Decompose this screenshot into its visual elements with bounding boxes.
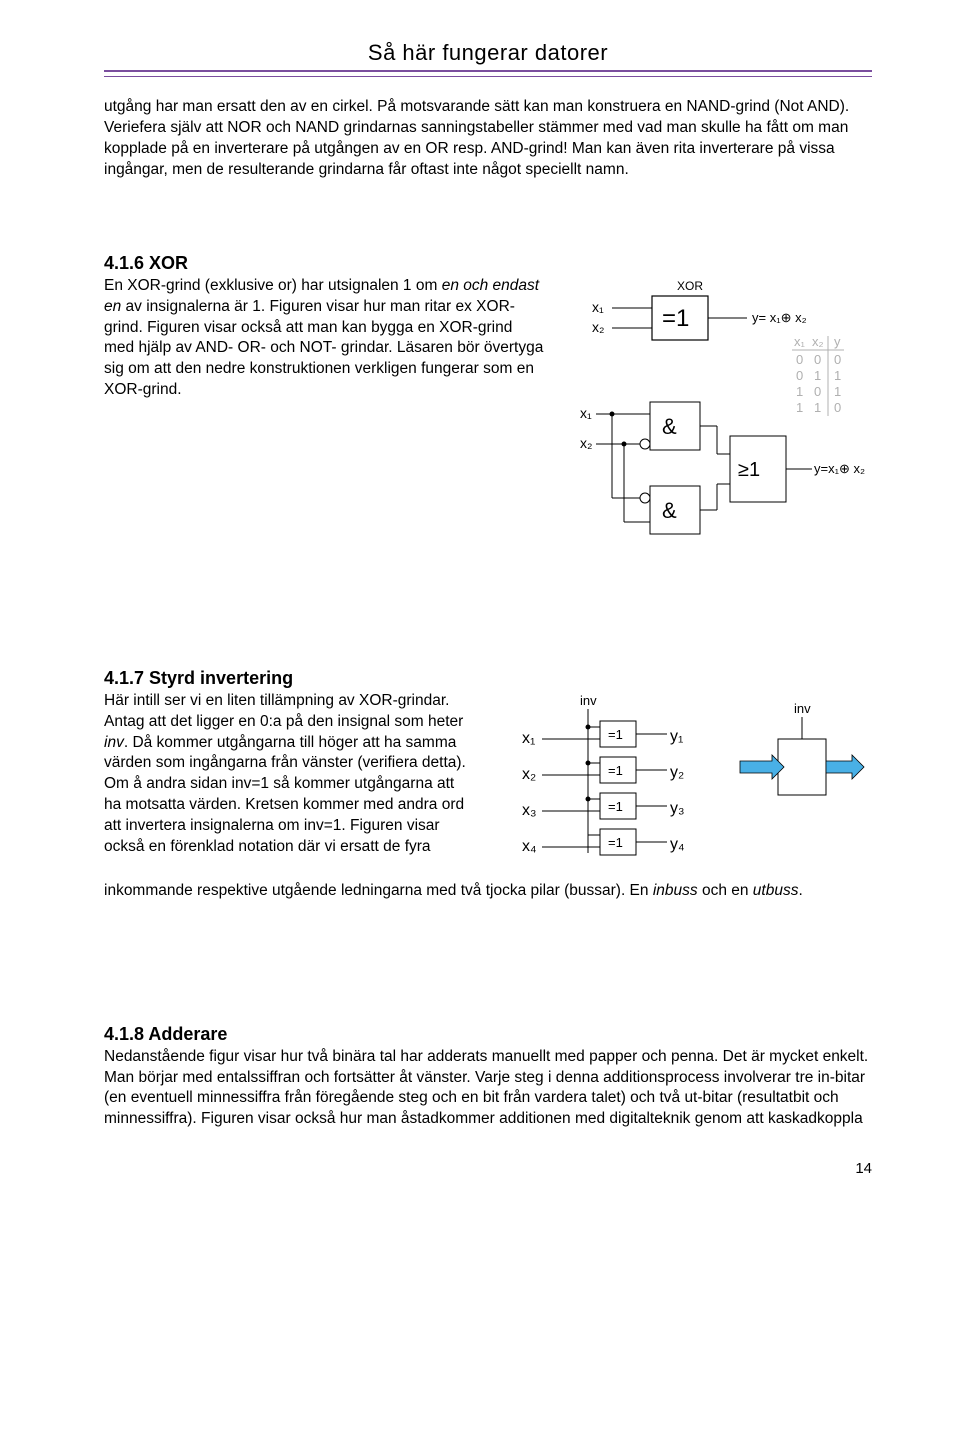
xor-body-part0: En XOR-grind (exklusive or) har utsignal…: [104, 277, 442, 294]
styrd-mid-partial: . Då kommer utgångarna till höger att ha…: [104, 734, 466, 856]
tt-h2: y: [834, 334, 841, 349]
styrd-utbuss: utbuss: [753, 882, 799, 899]
and2-label: &: [662, 498, 677, 523]
inbus-arrow-icon: [740, 755, 784, 779]
styrd-x3: x₃: [522, 802, 537, 819]
gate-row-1: =1 x₁ y₁: [522, 721, 683, 747]
styrd-y4: y₄: [670, 836, 685, 853]
styrd-y3: y₃: [670, 800, 685, 817]
truth-table: x₁ x₂ y 0 0 0 0 1 1 1 0 1 1 1 0: [792, 334, 844, 416]
styrd-rest: inkommande respektive utgående ledningar…: [104, 882, 653, 899]
tt-h0: x₁: [794, 334, 806, 349]
section-xor-heading: 4.1.6 XOR: [104, 253, 872, 274]
gate4-label: =1: [608, 835, 623, 850]
page-number: 14: [104, 1160, 872, 1177]
gate-eq1-label: =1: [662, 305, 689, 332]
styrd-y2: y₂: [670, 764, 684, 781]
styrd-x1: x₁: [522, 730, 535, 747]
tt-r00: 0: [796, 352, 803, 367]
header-rule: [104, 70, 872, 77]
styrd-end: .: [798, 882, 802, 899]
outbus-arrow-icon: [826, 755, 864, 779]
section-xor-body: En XOR-grind (exklusive or) har utsignal…: [104, 276, 544, 402]
xor-x1: x₁: [592, 299, 604, 315]
box-inv-label: inv: [794, 701, 811, 716]
tt-r22: 1: [834, 384, 841, 399]
styrd-x2: x₂: [522, 766, 536, 783]
tt-r12: 1: [834, 368, 841, 383]
section-styrd-heading: 4.1.7 Styrd invertering: [104, 668, 872, 689]
tt-r20: 1: [796, 384, 803, 399]
styrd-y1: y₁: [670, 728, 683, 745]
section-styrd-body-top: Här intill ser vi en liten tillämpning a…: [104, 691, 474, 858]
gate-row-2: =1 x₂ y₂: [522, 757, 684, 783]
styrd-pre: Här intill ser vi en liten tillämpning a…: [104, 692, 463, 730]
or-label: ≥1: [738, 459, 760, 481]
section-styrd-body-rest: inkommande respektive utgående ledningar…: [104, 881, 872, 902]
xor2-x2: x₂: [580, 435, 592, 451]
tt-r01: 0: [814, 352, 821, 367]
tt-r10: 0: [796, 368, 803, 383]
gate2-label: =1: [608, 763, 623, 778]
xor2-x1: x₁: [580, 405, 592, 421]
gate-row-4: =1 x₄ y₄: [522, 829, 685, 855]
styrd-and: och en: [698, 882, 753, 899]
section-adderare-body: Nedanstående figur visar hur två binära …: [104, 1047, 872, 1131]
xor-yeq: y= x₁⊕ x₂: [752, 310, 807, 325]
page-header-title: Så här fungerar datorer: [104, 40, 872, 66]
tt-r32: 0: [834, 400, 841, 415]
inv-label: inv: [580, 693, 597, 708]
xor2-yeq: y=x₁⊕ x₂: [814, 461, 865, 476]
and1-label: &: [662, 414, 677, 439]
xor-label: XOR: [677, 279, 703, 293]
tt-h1: x₂: [812, 334, 824, 349]
gate1-label: =1: [608, 727, 623, 742]
styrd-inbuss: inbuss: [653, 882, 698, 899]
intro-paragraph: utgång har man ersatt den av en cirkel. …: [104, 97, 872, 181]
tt-r11: 1: [814, 368, 821, 383]
section-adderare-heading: 4.1.8 Adderare: [104, 1024, 872, 1045]
gate-row-3: =1 x₃ y₃: [522, 793, 685, 819]
tt-r30: 1: [796, 400, 803, 415]
styrd-inv: inv: [104, 734, 124, 751]
xor-body-part2: av insignalerna är 1. Figuren visar hur …: [104, 298, 543, 399]
tt-r02: 0: [834, 352, 841, 367]
tt-r31: 1: [814, 400, 821, 415]
tt-r21: 0: [814, 384, 821, 399]
styrd-x4: x₄: [522, 838, 537, 855]
styrd-figure: inv =1 x₁ y₁ =1: [492, 691, 872, 881]
xor-x2: x₂: [592, 319, 604, 335]
gate3-label: =1: [608, 799, 623, 814]
xor-figure: XOR =1 x₁ x₂ y= x₁⊕ x₂ x₁ x₂ y 0 0: [562, 276, 872, 556]
